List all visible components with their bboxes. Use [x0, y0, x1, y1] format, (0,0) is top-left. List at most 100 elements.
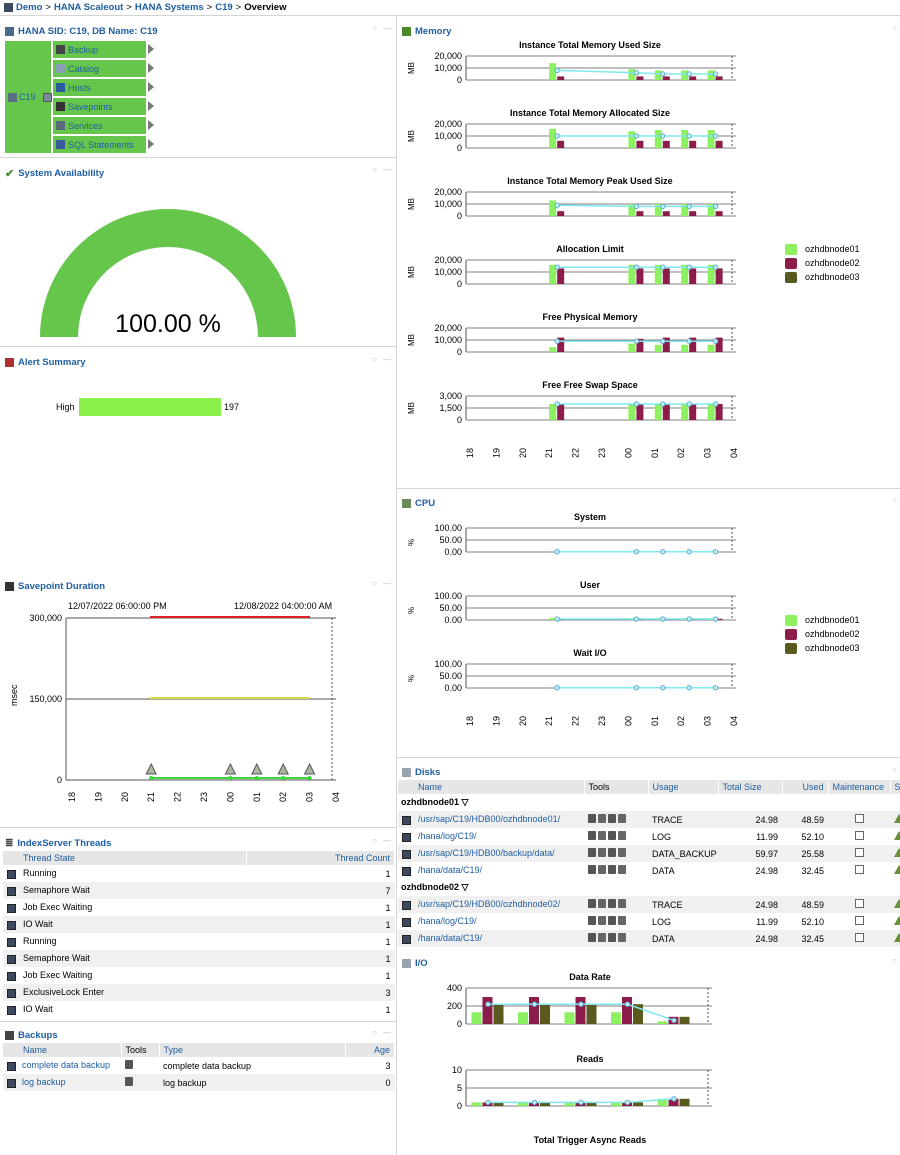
savepoint-point[interactable]	[149, 776, 154, 780]
bar[interactable]	[636, 404, 644, 420]
table-row[interactable]: Job Exec Waiting 1	[3, 899, 395, 916]
line-point[interactable]	[633, 203, 640, 210]
tools-icon[interactable]	[608, 916, 616, 925]
col-disk-tools[interactable]: Tools	[584, 780, 649, 794]
panel-controls[interactable]: ○ —	[372, 579, 394, 588]
table-row[interactable]: /usr/sap/C19/HDB00/backup/data/DATA_BACK…	[398, 845, 900, 862]
table-row[interactable]: Semaphore Wait 1	[3, 950, 395, 967]
col-tools[interactable]: Tools	[121, 1043, 160, 1057]
bar[interactable]	[681, 404, 689, 420]
line-point[interactable]	[712, 401, 719, 407]
bar[interactable]	[662, 140, 670, 148]
bar[interactable]	[681, 70, 689, 80]
line-point[interactable]	[686, 71, 692, 77]
config-icon[interactable]	[598, 916, 606, 925]
bar[interactable]	[657, 1098, 668, 1106]
delete-icon[interactable]	[588, 899, 596, 908]
line-point[interactable]	[671, 1017, 677, 1024]
delete-icon[interactable]	[588, 916, 596, 925]
line-point[interactable]	[712, 549, 719, 555]
bar[interactable]	[518, 1102, 528, 1106]
bar[interactable]	[679, 1098, 690, 1106]
chart-icon[interactable]	[618, 933, 626, 942]
line-point[interactable]	[686, 264, 692, 270]
panel-controls[interactable]: ○	[892, 765, 899, 774]
crumb-systems[interactable]: HANA Systems	[134, 2, 204, 13]
crumb-scaleout[interactable]: HANA Scaleout	[53, 2, 124, 13]
bar[interactable]	[575, 997, 586, 1024]
bar[interactable]	[611, 1102, 621, 1106]
line-point[interactable]	[671, 1096, 677, 1102]
line-point[interactable]	[660, 133, 666, 139]
bar[interactable]	[628, 343, 636, 352]
col-disk-name[interactable]: Name	[398, 780, 585, 794]
arrow-hosts-icon[interactable]	[148, 82, 154, 92]
maintenance-checkbox[interactable]	[854, 831, 864, 840]
line-point[interactable]	[686, 401, 692, 407]
bar[interactable]	[518, 1012, 528, 1024]
line-point[interactable]	[578, 1099, 584, 1106]
bar[interactable]	[715, 140, 723, 148]
alert-bar[interactable]	[79, 398, 221, 416]
bar[interactable]	[707, 404, 715, 420]
col-disk-used[interactable]: Used	[782, 780, 829, 794]
bar[interactable]	[557, 404, 565, 420]
disk-path-link[interactable]: /hana/data/C19/	[418, 865, 483, 876]
line-point[interactable]	[686, 549, 692, 555]
config-icon[interactable]	[598, 848, 606, 857]
bar[interactable]	[628, 264, 636, 284]
line-point[interactable]	[660, 549, 666, 555]
disk-path-link[interactable]: /usr/sap/C19/HDB00/backup/data/	[418, 848, 555, 859]
bar[interactable]	[636, 268, 644, 284]
delete-icon[interactable]	[125, 1077, 133, 1086]
bar[interactable]	[549, 264, 557, 284]
panel-controls[interactable]: ○	[892, 956, 899, 965]
line-point[interactable]	[660, 338, 666, 344]
config-icon[interactable]	[598, 814, 606, 823]
backup-name-link[interactable]: log backup	[22, 1077, 66, 1088]
crumb-c19[interactable]: C19	[215, 2, 233, 13]
col-age[interactable]: Age	[345, 1043, 395, 1057]
bar[interactable]	[549, 63, 557, 80]
bar[interactable]	[549, 347, 557, 352]
bar[interactable]	[681, 130, 689, 148]
maintenance-checkbox[interactable]	[854, 865, 864, 874]
bar[interactable]	[707, 204, 715, 216]
chart-icon[interactable]	[618, 814, 626, 823]
bar[interactable]	[681, 344, 689, 352]
bar[interactable]	[611, 1012, 621, 1024]
table-row[interactable]: Running 1	[3, 933, 395, 950]
panel-controls[interactable]: ○ —	[372, 24, 394, 33]
bar[interactable]	[557, 211, 565, 216]
tools-icon[interactable]	[608, 865, 616, 874]
bar[interactable]	[636, 338, 644, 352]
bar[interactable]	[715, 76, 723, 80]
panel-controls[interactable]: ○ —	[372, 836, 394, 845]
maintenance-checkbox[interactable]	[854, 814, 864, 823]
crumb-demo[interactable]: Demo	[16, 2, 43, 13]
disk-path-link[interactable]: /usr/sap/C19/HDB00/ozhdbnode01/	[418, 814, 561, 825]
bar[interactable]	[471, 1102, 482, 1106]
nav-services[interactable]: Services	[52, 116, 147, 135]
arrow-backup-icon[interactable]	[148, 44, 154, 54]
line-point[interactable]	[712, 203, 719, 210]
config-icon[interactable]	[598, 831, 606, 840]
delete-icon[interactable]	[125, 1060, 133, 1069]
chart-icon[interactable]	[618, 831, 626, 840]
col-thread-count[interactable]: Thread Count	[246, 851, 396, 865]
bar[interactable]	[586, 1102, 597, 1106]
tools-icon[interactable]	[608, 848, 616, 857]
maintenance-checkbox[interactable]	[854, 916, 864, 925]
table-row[interactable]: complete data backup complete data backu…	[3, 1057, 395, 1074]
disk-path-link[interactable]: /hana/log/C19/	[418, 831, 477, 842]
line-point[interactable]	[554, 202, 560, 208]
line-point[interactable]	[633, 616, 640, 622]
col-thread-state[interactable]: Thread State	[3, 851, 247, 865]
bar[interactable]	[628, 204, 636, 216]
bar[interactable]	[654, 404, 662, 420]
panel-controls[interactable]: ○	[892, 24, 899, 33]
bar[interactable]	[689, 76, 697, 80]
bar[interactable]	[549, 200, 557, 216]
bar[interactable]	[715, 404, 723, 420]
line-point[interactable]	[660, 264, 666, 270]
